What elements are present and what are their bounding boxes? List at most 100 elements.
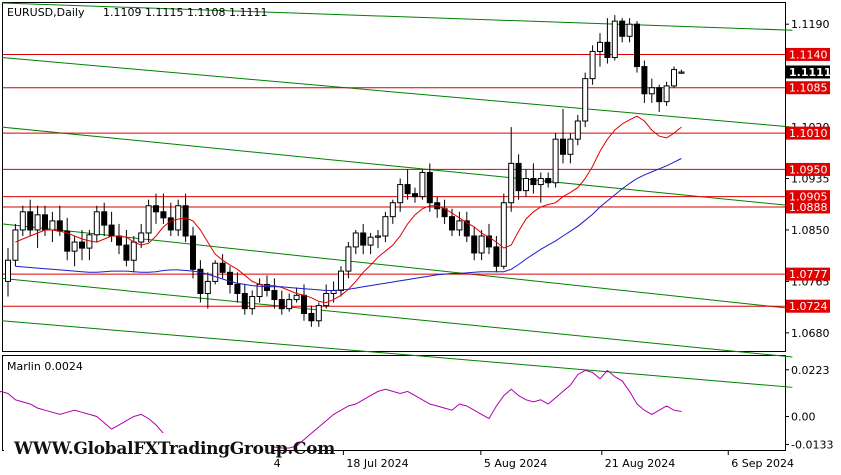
candle: [34, 205, 41, 249]
time-tick-label: 6 Sep 2024: [731, 457, 794, 470]
candle: [456, 211, 463, 237]
candle: [271, 278, 278, 309]
candle: [560, 108, 566, 164]
chart-symbol-label: EURUSD,Daily: [7, 6, 85, 19]
indicator-tick-label: 0.0223: [791, 364, 830, 377]
candle: [93, 205, 100, 243]
svg-text:1.1010: 1.1010: [789, 127, 828, 140]
indicator-tick-label: -0.0133: [791, 438, 833, 451]
candle: [249, 290, 256, 315]
channel-line: [1, 320, 793, 388]
svg-text:1.1111: 1.1111: [789, 66, 831, 79]
level-price-box: 1.1010: [786, 126, 830, 140]
candle: [360, 223, 367, 255]
candle: [278, 290, 285, 315]
current-price-box: 1.1111: [786, 65, 831, 79]
price-tick-label: 1.1190: [791, 18, 830, 31]
candle: [478, 229, 485, 261]
channel-line: [1, 126, 793, 207]
slow-ma-line: [15, 158, 682, 291]
indicator-tick-label: 0.00: [791, 411, 816, 424]
candle: [212, 260, 219, 285]
candle: [671, 66, 677, 88]
candle: [656, 84, 663, 112]
candle: [204, 272, 211, 309]
candle: [678, 69, 685, 74]
price-tick-label: 1.0850: [791, 224, 830, 237]
candle: [515, 154, 522, 200]
candle: [153, 193, 159, 224]
time-tick-label: 21 Aug 2024: [605, 457, 675, 470]
candle: [145, 199, 152, 243]
candle: [626, 18, 633, 43]
candle: [634, 21, 640, 73]
svg-text:1.0950: 1.0950: [789, 163, 828, 176]
candle: [412, 187, 418, 203]
candle: [641, 60, 648, 103]
candle: [648, 78, 655, 103]
candle: [101, 202, 108, 237]
candle: [175, 199, 182, 237]
candle: [5, 248, 11, 297]
candle: [663, 81, 670, 106]
channel-line: [1, 277, 793, 358]
candle: [241, 284, 248, 315]
svg-text:1.0888: 1.0888: [789, 201, 828, 214]
level-price-box: 1.0905: [786, 190, 830, 204]
candle: [382, 211, 389, 243]
candle: [375, 229, 381, 249]
candle: [338, 266, 344, 297]
candle: [323, 284, 330, 309]
time-tick-label: 18 Jul 2024: [346, 457, 408, 470]
candle: [293, 287, 300, 303]
candle: [589, 45, 596, 85]
candle: [426, 163, 433, 212]
channel-line: [1, 2, 793, 31]
watermark-banner: WWW.GlobalFXTradingGroup.Com: [4, 433, 335, 469]
svg-text:1.1140: 1.1140: [789, 48, 828, 61]
candle: [190, 226, 196, 279]
level-price-box: 1.0950: [786, 162, 830, 176]
candle: [545, 172, 552, 188]
chart-ohlc-label: 1.1109 1.1115 1.1108 1.1111: [103, 6, 267, 19]
candle: [352, 229, 359, 255]
candle: [404, 169, 411, 200]
candle: [79, 229, 85, 261]
svg-text:1.0905: 1.0905: [789, 191, 828, 204]
candle: [19, 205, 26, 237]
candle: [604, 18, 611, 64]
candle: [367, 232, 374, 255]
candle: [574, 114, 581, 146]
candle: [500, 193, 507, 270]
candle: [397, 178, 404, 212]
level-price-box: 1.0777: [786, 267, 830, 281]
candle: [523, 169, 529, 197]
svg-text:1.0777: 1.0777: [789, 268, 828, 281]
candle: [582, 72, 589, 128]
candle: [160, 193, 167, 224]
time-tick-label: 5 Aug 2024: [484, 457, 547, 470]
candle: [315, 302, 322, 327]
candle: [64, 217, 71, 261]
candle: [508, 127, 515, 212]
candle: [463, 211, 470, 243]
candle: [471, 226, 478, 261]
level-price-box: 1.0724: [786, 299, 830, 313]
candle: [552, 133, 559, 188]
candle: [138, 223, 145, 249]
candle: [611, 15, 618, 61]
price-tick-label: 1.0680: [791, 327, 830, 340]
candle: [345, 242, 352, 279]
watermark-text: WWW.GlobalFXTradingGroup.Com: [14, 439, 335, 459]
candle: [389, 199, 396, 224]
candle: [567, 133, 574, 164]
level-price-box: 1.1085: [786, 81, 830, 95]
oscillator-line: [0, 369, 682, 449]
candle: [419, 169, 426, 200]
candle: [27, 199, 34, 237]
indicator-panel-frame: [2, 355, 786, 451]
candle: [597, 33, 603, 67]
channel-line: [1, 56, 793, 128]
candle: [167, 202, 174, 237]
